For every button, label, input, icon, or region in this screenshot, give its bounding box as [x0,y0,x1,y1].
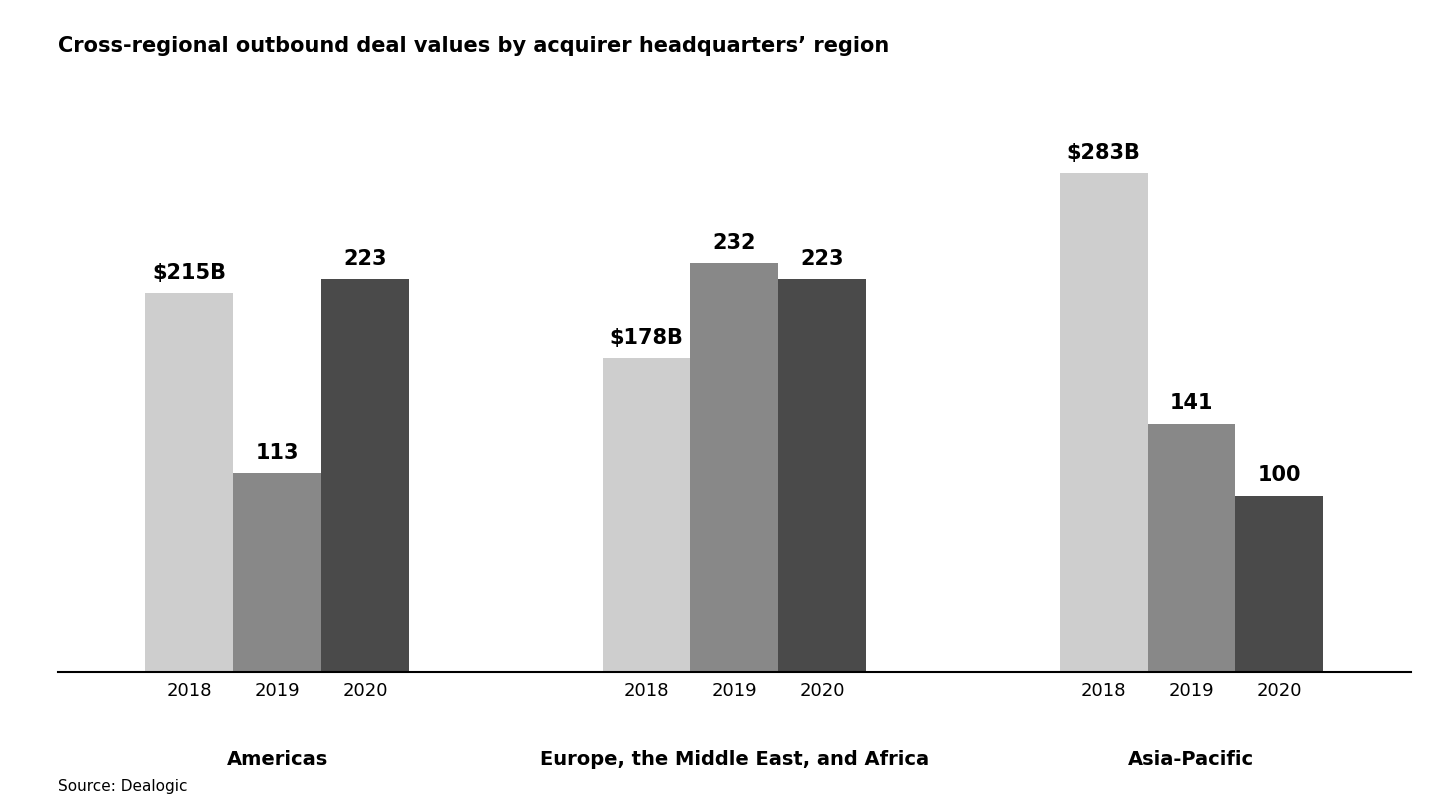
Bar [145,293,233,672]
Text: $215B: $215B [153,262,226,283]
Text: Source: Dealogic: Source: Dealogic [58,778,187,794]
Text: $178B: $178B [609,328,684,348]
Bar [690,263,779,672]
Text: 100: 100 [1257,466,1302,485]
Text: 141: 141 [1169,393,1214,413]
Bar [779,279,867,672]
Text: Americas: Americas [226,750,328,770]
Text: Asia-Pacific: Asia-Pacific [1129,750,1254,770]
Bar [1060,173,1148,672]
Bar [321,279,409,672]
Text: 113: 113 [255,442,300,463]
Bar [233,473,321,672]
Bar [1236,496,1323,672]
Bar [1148,424,1236,672]
Bar [602,359,690,672]
Text: Cross-regional outbound deal values by acquirer headquarters’ region: Cross-regional outbound deal values by a… [58,36,888,56]
Text: $283B: $283B [1067,143,1140,163]
Text: Europe, the Middle East, and Africa: Europe, the Middle East, and Africa [540,750,929,770]
Text: 223: 223 [344,249,387,269]
Text: 223: 223 [801,249,844,269]
Text: 232: 232 [713,232,756,253]
